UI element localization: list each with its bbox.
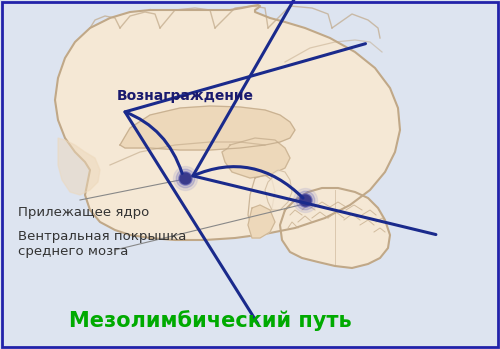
Polygon shape: [58, 138, 100, 195]
Polygon shape: [248, 175, 275, 232]
Point: [301, 197, 309, 203]
Point: [301, 197, 309, 203]
Text: Прилежащее ядро: Прилежащее ядро: [18, 206, 149, 219]
FancyArrowPatch shape: [193, 0, 436, 235]
FancyArrowPatch shape: [125, 44, 366, 324]
Point: [181, 175, 189, 181]
Point: [181, 175, 189, 181]
Point: [301, 197, 309, 203]
Point: [301, 197, 309, 203]
Polygon shape: [280, 188, 390, 268]
Text: Вентральная покрышка
среднего мозга: Вентральная покрышка среднего мозга: [18, 230, 186, 258]
Point: [181, 175, 189, 181]
Polygon shape: [265, 170, 292, 210]
Text: Мезолимбический путь: Мезолимбический путь: [68, 310, 352, 331]
Point: [181, 175, 189, 181]
Polygon shape: [55, 5, 400, 240]
Text: Вознаграждение: Вознаграждение: [117, 89, 254, 103]
Polygon shape: [248, 205, 275, 238]
Polygon shape: [222, 138, 290, 178]
Polygon shape: [120, 106, 295, 150]
